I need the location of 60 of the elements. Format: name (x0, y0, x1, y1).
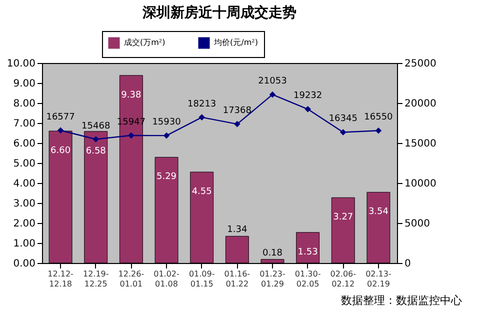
y-tick-label: 6.00 (13, 138, 36, 150)
y-tick-label: 4.00 (13, 178, 36, 190)
data-label: 1.34 (227, 225, 248, 236)
data-label: 3.54 (368, 207, 389, 218)
data-label: 0.18 (262, 248, 283, 258)
text: 数据整理：数据监控中心 (341, 294, 462, 307)
y-tick-label: 0.00 (13, 258, 36, 270)
data-label: 16577 (46, 112, 75, 122)
point (340, 129, 346, 136)
x-tick-label: 02.06-02.12 (330, 270, 356, 288)
point (304, 106, 311, 112)
data-label: 16550 (364, 112, 394, 123)
data-label: 19232 (293, 91, 322, 102)
x-tick-label: 01.23-01.29 (260, 270, 286, 288)
data-label: 16345 (328, 114, 358, 124)
x-tick-label: 12.12-12.18 (48, 270, 74, 288)
data-label: 4.55 (192, 187, 212, 197)
y-tick-label: 10.00 (6, 58, 36, 70)
y-tick-label: 1.00 (13, 238, 36, 250)
point (198, 114, 205, 120)
x-tick-label: 01.02-01.08 (154, 270, 180, 288)
chart-title: 深圳新房近十周成交走势 (142, 4, 296, 21)
y-tick-label: 8.00 (13, 98, 36, 110)
x-tick-label: 12.26-01.01 (118, 270, 144, 288)
legend-label: 成交(万m²) (124, 38, 166, 47)
data-label: 18213 (188, 99, 216, 110)
y-tick-label: 5.00 (13, 158, 36, 170)
data-label: 21053 (258, 76, 287, 87)
y-tick-label: 7.00 (13, 118, 36, 130)
point (128, 132, 134, 139)
point (57, 127, 64, 134)
point (269, 91, 276, 98)
data-label: 9.38 (121, 90, 142, 100)
point (163, 132, 170, 139)
x-tick-label: 01.16-01.22 (224, 270, 250, 288)
y2-tick-label: 5000 (404, 218, 430, 230)
data-label: 15930 (152, 118, 182, 128)
y2-tick-label: 10000 (404, 178, 436, 190)
data-label: 5.29 (156, 172, 177, 182)
data-label: 6.58 (86, 146, 106, 156)
data-label: 1.53 (298, 247, 318, 258)
data-label: 17368 (222, 106, 252, 116)
y2-tick-label: 15000 (404, 138, 436, 150)
x-tick-label: 01.30-02.05 (294, 270, 321, 288)
y2-tick-label: 0 (404, 258, 411, 270)
x-tick-label: 12.19-12.25 (82, 270, 109, 288)
data-label: 6.60 (50, 146, 71, 156)
y-tick-label: 2.00 (13, 218, 36, 230)
x-tick-label: 01.09-01.15 (188, 270, 215, 288)
data-label: 15468 (82, 121, 110, 132)
y-tick-label: 9.00 (13, 78, 36, 90)
data-label: 3.27 (333, 212, 354, 223)
point (234, 120, 240, 128)
legend-label: 均价(元/m²) (213, 38, 258, 47)
point (92, 136, 100, 142)
y-tick-label: 3.00 (13, 198, 36, 210)
point (375, 127, 382, 134)
y2-tick-label: 20000 (404, 98, 436, 110)
y2-tick-label: 25000 (404, 58, 436, 70)
x-tick-label: 02.13-02.19 (366, 270, 392, 288)
